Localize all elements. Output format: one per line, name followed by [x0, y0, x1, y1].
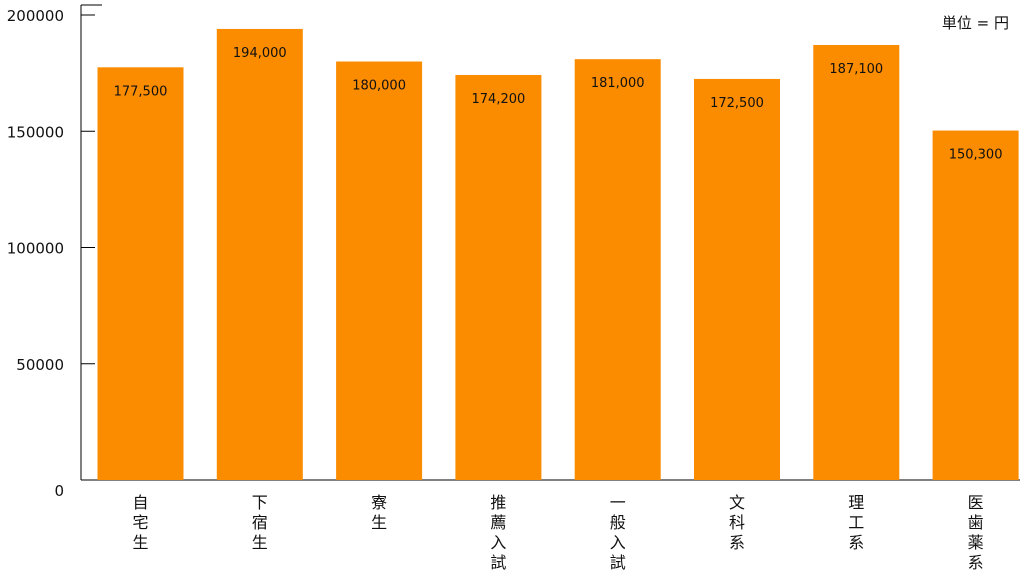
- bar: [813, 44, 900, 481]
- y-tick-label: 0: [54, 482, 64, 500]
- bar: [216, 28, 303, 480]
- bar: [97, 67, 184, 480]
- bar: [455, 74, 542, 481]
- bar-value-label: 181,000: [591, 76, 645, 91]
- y-tick-label: 200000: [7, 7, 64, 25]
- y-tick-label: 150000: [7, 123, 64, 141]
- bar-value-label: 180,000: [352, 79, 406, 94]
- category-label: 下宿生: [252, 493, 268, 552]
- bar: [932, 130, 1019, 481]
- bar-value-label: 172,500: [710, 96, 764, 111]
- unit-label: 単位 = 円: [941, 14, 1009, 32]
- bar-value-label: 174,200: [472, 92, 526, 107]
- y-tick-label: 100000: [7, 240, 64, 258]
- bar-value-label: 150,300: [949, 148, 1003, 163]
- category-label: 一般入試: [610, 493, 626, 572]
- bar-value-label: 177,500: [114, 84, 168, 99]
- y-tick-label: 50000: [16, 356, 64, 374]
- category-label: 理工系: [848, 493, 864, 552]
- bar: [694, 78, 780, 480]
- category-label: 寮生: [371, 493, 387, 532]
- labels: 177,500 自宅生 194,000 下宿生 180,000 寮生 174,200 推薦入試…: [114, 46, 1003, 572]
- bars: [97, 28, 1019, 481]
- category-label: 文科系: [729, 493, 745, 552]
- bar: [336, 61, 423, 480]
- category-label: 自宅生: [132, 493, 148, 552]
- bar: [574, 59, 661, 481]
- category-label: 医歯薬系: [968, 493, 984, 572]
- category-label: 推薦入試: [490, 493, 506, 572]
- bar-value-label: 194,000: [233, 46, 287, 61]
- bar-value-label: 187,100: [829, 62, 883, 77]
